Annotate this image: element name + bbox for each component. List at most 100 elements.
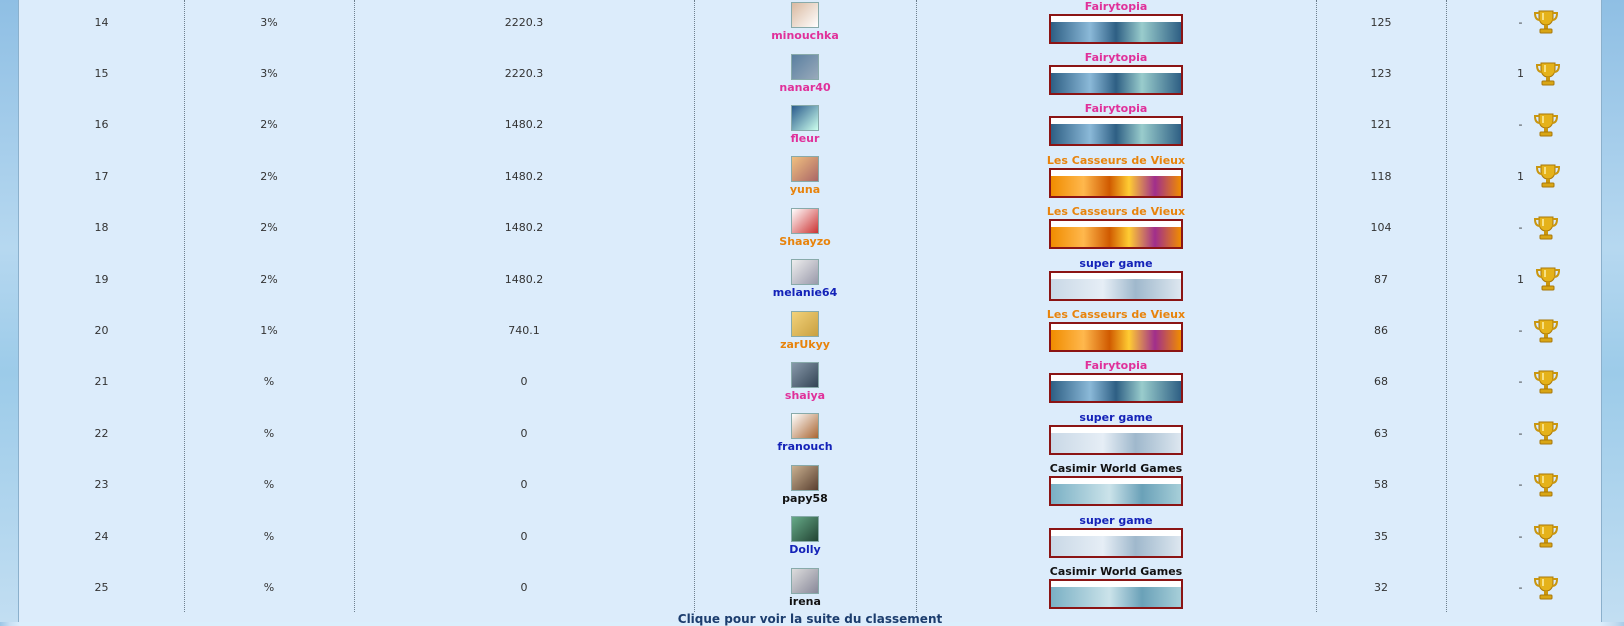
player-name[interactable]: Shaayzo — [779, 234, 831, 248]
team-name[interactable]: Fairytopia — [1084, 0, 1148, 13]
team-name[interactable]: Fairytopia — [1084, 359, 1148, 373]
score-cell: 35 — [1374, 529, 1388, 543]
team-banner[interactable] — [1049, 167, 1183, 198]
percent-cell: 1% — [260, 324, 278, 338]
player-avatar[interactable] — [791, 516, 819, 543]
trophy-icon — [1534, 162, 1561, 190]
team-banner[interactable] — [1049, 424, 1183, 455]
player-avatar[interactable] — [791, 207, 819, 234]
team-cell[interactable]: Les Casseurs de Vieux — [916, 305, 1316, 356]
percent-cell: % — [263, 375, 275, 389]
medal-cell: - — [1446, 408, 1601, 459]
team-name[interactable]: Les Casseurs de Vieux — [1046, 308, 1186, 322]
team-banner-header — [1051, 169, 1181, 176]
player-avatar[interactable] — [791, 259, 819, 286]
team-name[interactable]: Fairytopia — [1084, 51, 1148, 65]
player-name[interactable]: shaiya — [784, 388, 826, 402]
medal-cell: - — [1446, 511, 1601, 562]
player-name[interactable]: minouchka — [771, 29, 839, 43]
team-cell[interactable]: Les Casseurs de Vieux — [916, 202, 1316, 253]
team-name[interactable]: Casimir World Games — [1049, 565, 1183, 579]
score-cell: 123 — [1370, 67, 1392, 81]
team-name[interactable]: super game — [1079, 410, 1153, 424]
trophy-icon — [1532, 574, 1559, 602]
team-cell[interactable]: Casimir World Games — [916, 562, 1316, 613]
player-name[interactable]: franouch — [777, 440, 833, 454]
player-name[interactable]: irena — [789, 594, 821, 608]
player-cell[interactable]: yuna — [694, 151, 916, 202]
player-avatar[interactable] — [791, 361, 819, 388]
player-avatar[interactable] — [791, 2, 819, 29]
percent-cell: 2% — [260, 169, 278, 183]
team-cell[interactable]: super game — [916, 408, 1316, 459]
column-divider — [1316, 0, 1317, 612]
table-row: 18 2% 1480.2 Shaayzo Les Casseurs de Vieux 10… — [19, 202, 1601, 253]
team-name[interactable]: Les Casseurs de Vieux — [1046, 153, 1186, 167]
team-cell[interactable]: Fairytopia — [916, 99, 1316, 150]
player-cell[interactable]: irena — [694, 562, 916, 613]
player-name[interactable]: fleur — [790, 131, 820, 145]
player-cell[interactable]: nanar40 — [694, 48, 916, 99]
player-cell[interactable]: Dolly — [694, 511, 916, 562]
player-avatar[interactable] — [791, 104, 819, 131]
team-banner[interactable] — [1049, 373, 1183, 404]
player-cell[interactable]: minouchka — [694, 0, 916, 48]
player-cell[interactable]: zarUkyy — [694, 305, 916, 356]
medal-count: - — [1518, 15, 1523, 29]
player-cell[interactable]: shaiya — [694, 356, 916, 407]
team-cell[interactable]: Fairytopia — [916, 0, 1316, 48]
player-cell[interactable]: fleur — [694, 99, 916, 150]
team-cell[interactable]: Les Casseurs de Vieux — [916, 151, 1316, 202]
medal-wrap: 1 — [1517, 60, 1561, 88]
trophy-icon — [1532, 368, 1559, 396]
team-banner[interactable] — [1049, 116, 1183, 147]
player-avatar[interactable] — [791, 310, 819, 337]
player-avatar[interactable] — [791, 567, 819, 594]
player-name[interactable]: melanie64 — [772, 286, 838, 300]
team-banner[interactable] — [1049, 219, 1183, 250]
trophy-icon — [1532, 214, 1559, 242]
medal-cell: - — [1446, 562, 1601, 613]
player-name[interactable]: yuna — [789, 183, 821, 197]
player-cell[interactable]: Shaayzo — [694, 202, 916, 253]
team-name[interactable]: Les Casseurs de Vieux — [1046, 205, 1186, 219]
score-cell: 68 — [1374, 375, 1388, 389]
team-cell[interactable]: Fairytopia — [916, 48, 1316, 99]
table-row: 16 2% 1480.2 fleur Fairytopia 121 - — [19, 99, 1601, 150]
team-banner-header — [1051, 529, 1181, 536]
team-cell[interactable]: Fairytopia — [916, 356, 1316, 407]
team-banner[interactable] — [1049, 476, 1183, 507]
medal-count: - — [1518, 478, 1523, 492]
team-banner[interactable] — [1049, 579, 1183, 610]
team-cell[interactable]: super game — [916, 254, 1316, 305]
team-banner[interactable] — [1049, 65, 1183, 96]
column-divider — [916, 0, 917, 612]
team-banner[interactable] — [1049, 322, 1183, 353]
player-cell[interactable]: papy58 — [694, 459, 916, 510]
player-avatar[interactable] — [791, 464, 819, 491]
team-name[interactable]: Fairytopia — [1084, 102, 1148, 116]
team-banner[interactable] — [1049, 13, 1183, 44]
player-cell[interactable]: melanie64 — [694, 254, 916, 305]
team-cell[interactable]: super game — [916, 511, 1316, 562]
team-banner-header — [1051, 67, 1181, 74]
medal-cell: - — [1446, 99, 1601, 150]
player-avatar[interactable] — [791, 413, 819, 440]
player-avatar[interactable] — [791, 53, 819, 80]
points-cell: 0 — [520, 581, 528, 595]
player-avatar[interactable] — [791, 156, 819, 183]
player-cell[interactable]: franouch — [694, 408, 916, 459]
team-name[interactable]: super game — [1079, 256, 1153, 270]
team-banner[interactable] — [1049, 270, 1183, 301]
team-banner[interactable] — [1049, 527, 1183, 558]
trophy-icon — [1532, 111, 1559, 139]
medal-cell: - — [1446, 459, 1601, 510]
team-name[interactable]: Casimir World Games — [1049, 462, 1183, 476]
player-name[interactable]: Dolly — [789, 543, 821, 557]
more-ranking-link[interactable]: Clique pour voir la suite du classement — [677, 612, 943, 626]
player-name[interactable]: papy58 — [782, 491, 828, 505]
team-cell[interactable]: Casimir World Games — [916, 459, 1316, 510]
team-name[interactable]: super game — [1079, 513, 1153, 527]
player-name[interactable]: zarUkyy — [780, 337, 830, 351]
player-name[interactable]: nanar40 — [779, 80, 831, 94]
